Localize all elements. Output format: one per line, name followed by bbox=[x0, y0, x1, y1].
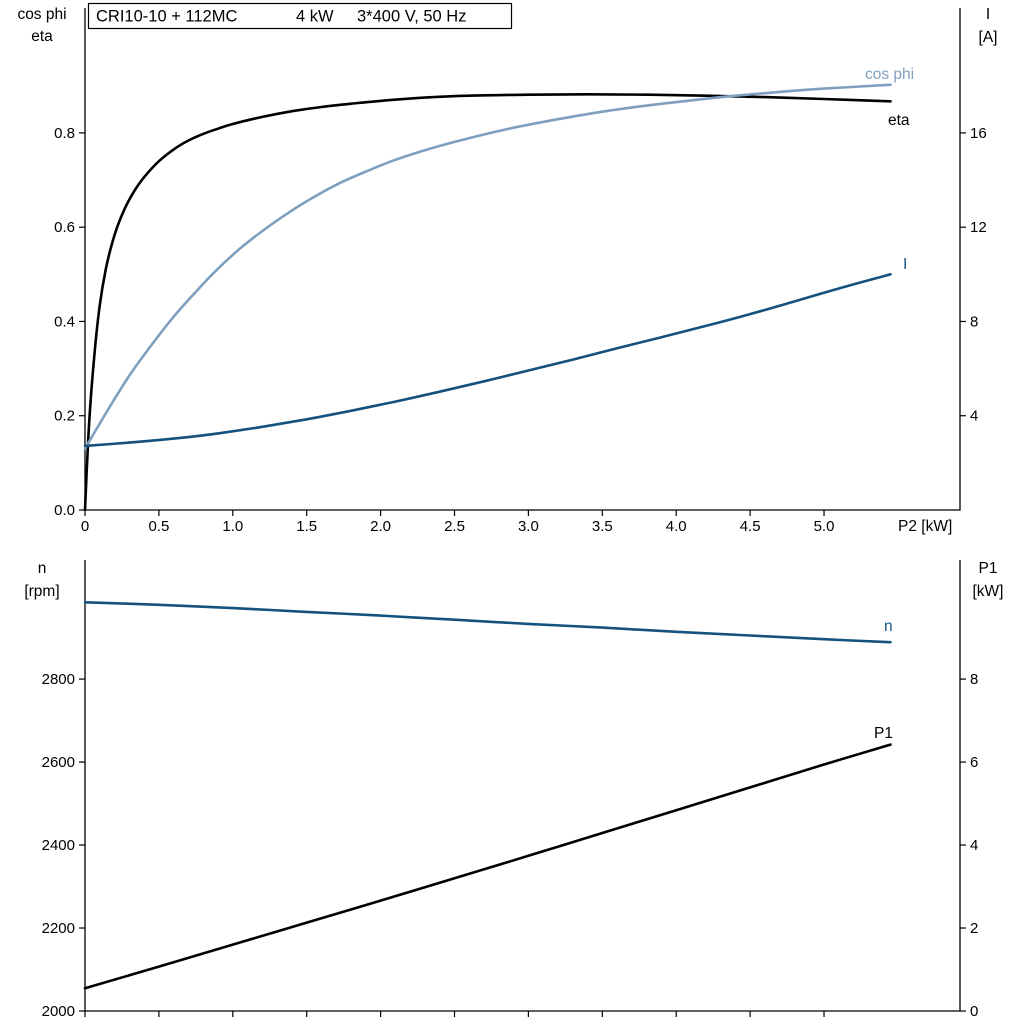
right-y-axis-tick-label: 12 bbox=[970, 219, 987, 236]
x-axis-tick-label: 3.0 bbox=[518, 518, 539, 535]
chart-plots: 0 0.5 1.0 1.5 2.0 2.5 3.0 3.5 4.0 4.5 5.0 0.0 0.2 0.4… bbox=[42, 8, 987, 1020]
x-axis-tick-label: 2.5 bbox=[444, 518, 465, 535]
curve-eta bbox=[83, 93, 892, 512]
chart-title-box: CRI10-10 + 112MC 4 kW 3*400 V, 50 Hz bbox=[87, 2, 513, 30]
x-axis-tick-label: 5.0 bbox=[814, 518, 835, 535]
left-y-axis-tick-label: 2800 bbox=[42, 671, 75, 688]
curve-i bbox=[83, 273, 892, 448]
right-y-axis-tick-label: 4 bbox=[970, 408, 978, 425]
left-y-axis-tick-label: 0.4 bbox=[54, 313, 75, 330]
top-right-axis-label-current: I bbox=[986, 6, 990, 23]
curve-label-power: P1 bbox=[874, 725, 893, 742]
curve-label-eta: eta bbox=[888, 112, 910, 129]
top-left-axis-label-eta: eta bbox=[31, 28, 53, 45]
top-left-axis-label-cos-phi: cos phi bbox=[17, 6, 66, 23]
left-y-axis-tick-label: 2400 bbox=[42, 837, 75, 854]
left-y-axis-tick-label: 2200 bbox=[42, 920, 75, 937]
top-right-axis-label-current-unit: [A] bbox=[979, 29, 998, 46]
right-y-axis-tick-label: 16 bbox=[970, 125, 987, 142]
chart-area-2: 2000 2200 2400 2600 2800 0 2 4 6 8 bbox=[42, 560, 978, 1020]
bottom-left-axis-label-speed: n bbox=[38, 560, 47, 577]
axis-frame bbox=[84, 8, 961, 511]
axis-frame bbox=[84, 560, 961, 1012]
right-y-axis-tick-label: 6 bbox=[970, 754, 978, 771]
title-box-border bbox=[87, 2, 513, 30]
x-axis-tick-label: 4.5 bbox=[740, 518, 761, 535]
x-axis-tick-label: 1.5 bbox=[296, 518, 317, 535]
left-y-axis-tick-label: 2600 bbox=[42, 754, 75, 771]
right-y-axis-tick-label: 0 bbox=[970, 1003, 978, 1020]
curve-n bbox=[83, 601, 892, 644]
right-y-axis-tick-label: 2 bbox=[970, 920, 978, 937]
x-axis-tick-label: 3.5 bbox=[592, 518, 613, 535]
left-y-axis-tick-label: 0.8 bbox=[54, 125, 75, 142]
chart-title-power: 4 kW bbox=[296, 8, 334, 26]
x-axis-tick-label: 1.0 bbox=[222, 518, 243, 535]
curve-label-current: I bbox=[903, 256, 907, 273]
right-y-axis-tick-label: 8 bbox=[970, 671, 978, 688]
x-axis-tick-label: 0 bbox=[81, 518, 89, 535]
chart-title-model: CRI10-10 + 112MC bbox=[96, 8, 237, 26]
right-y-axis-tick-label: 4 bbox=[970, 837, 978, 854]
curve-labels: cos phi eta I n P1 bbox=[865, 66, 914, 742]
right-y-axis-tick-label: 8 bbox=[970, 313, 978, 330]
left-y-axis-tick-label: 0.6 bbox=[54, 219, 75, 236]
curve-cos-phi bbox=[83, 83, 892, 450]
chart-title-voltage: 3*400 V, 50 Hz bbox=[357, 8, 466, 26]
x-axis-tick-label: 0.5 bbox=[148, 518, 169, 535]
curve-label-speed: n bbox=[884, 618, 893, 635]
x-axis-tick-label: 4.0 bbox=[666, 518, 687, 535]
x-axis-label-p2: P2 [kW] bbox=[898, 518, 952, 535]
left-y-axis-tick-label: 0.0 bbox=[54, 502, 75, 519]
curve-p1 bbox=[83, 743, 892, 990]
x-axis-tick-label: 2.0 bbox=[370, 518, 391, 535]
left-y-axis-tick-label: 0.2 bbox=[54, 408, 75, 425]
bottom-right-axis-label-p1: P1 bbox=[979, 560, 998, 577]
bottom-right-axis-label-p1-unit: [kW] bbox=[973, 583, 1004, 600]
chart-area-1: 0 0.5 1.0 1.5 2.0 2.5 3.0 3.5 4.0 4.5 5.0 0.0 0.2 0.4… bbox=[54, 8, 987, 535]
left-y-axis-tick-label: 2000 bbox=[42, 1003, 75, 1020]
curve-label-cos-phi: cos phi bbox=[865, 66, 914, 83]
bottom-left-axis-label-speed-unit: [rpm] bbox=[24, 583, 59, 600]
axis-corner-labels: cos phi eta I [A] P2 [kW] n [rpm] P1 [kW… bbox=[17, 6, 1003, 600]
